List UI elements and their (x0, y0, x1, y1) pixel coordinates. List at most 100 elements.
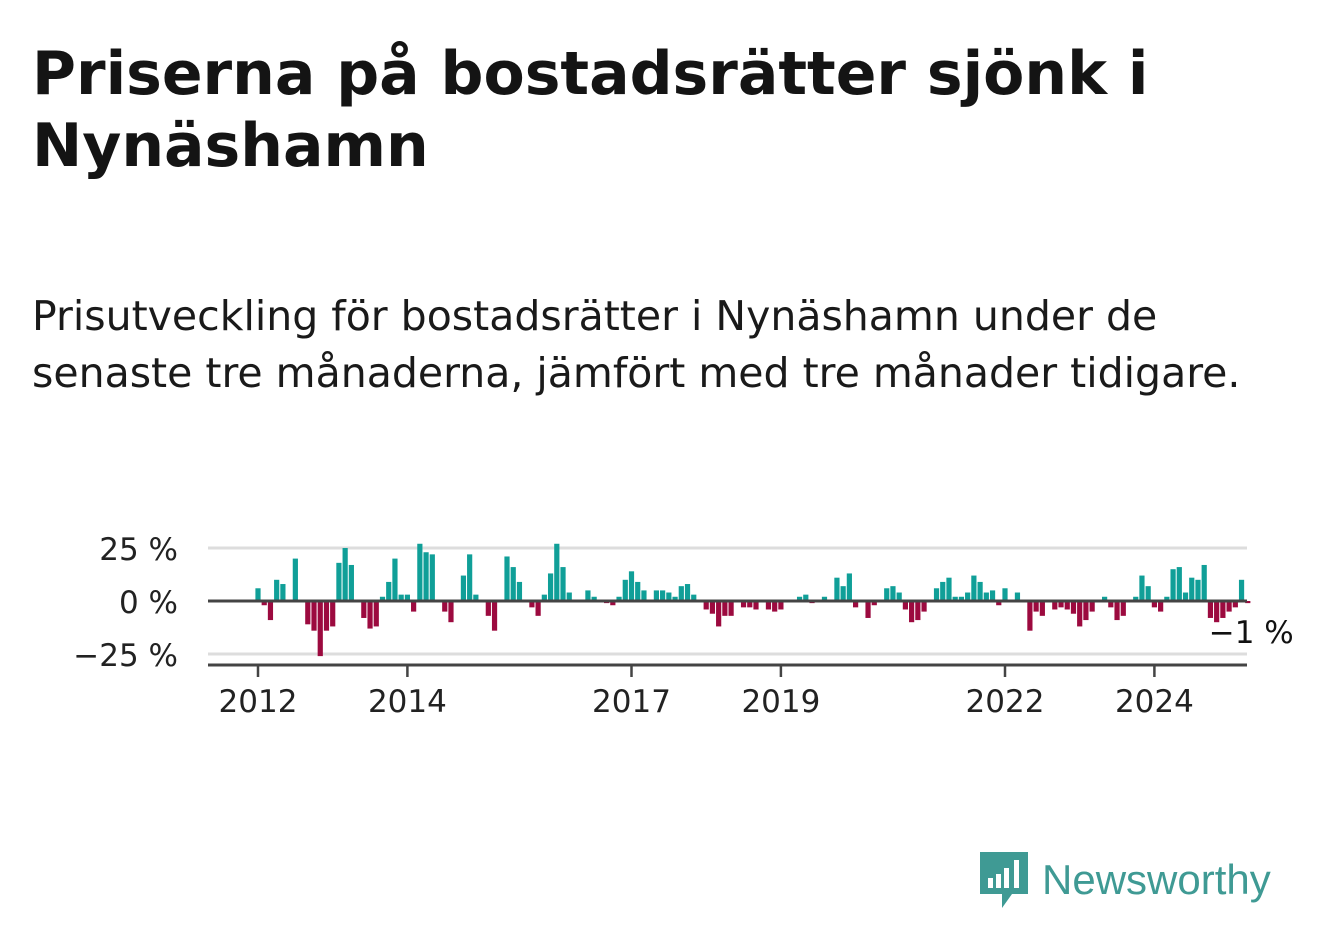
bar (1058, 601, 1064, 608)
bar (591, 596, 597, 601)
axes (208, 599, 1247, 677)
bar (541, 594, 547, 601)
chart-title: Priserna på bostadsrätter sjönk i Nynäsh… (32, 39, 1149, 181)
bar (1027, 601, 1033, 631)
x-tick-label: 2019 (741, 684, 820, 720)
bar (1089, 601, 1095, 612)
tick-labels: 25 % 0 % −25 % 2012 2014 2017 2019 2022 2024 −1 % (73, 532, 1294, 720)
bar (417, 543, 423, 601)
bar (1033, 601, 1039, 612)
bar (672, 596, 678, 601)
bar (821, 596, 828, 601)
brand: Newsworthy (980, 850, 1271, 910)
bar (921, 601, 927, 612)
bar (1207, 601, 1214, 618)
bar (915, 601, 921, 621)
bar (491, 601, 498, 631)
y-tick-label: 0 % (119, 585, 178, 621)
bar (753, 601, 759, 610)
bar (1108, 601, 1114, 608)
bar (678, 586, 684, 601)
bar (1158, 601, 1164, 612)
bar (946, 577, 952, 601)
bar (902, 601, 908, 610)
bar (1133, 596, 1139, 601)
bar (1083, 601, 1089, 621)
bar (1164, 596, 1170, 601)
bar (666, 592, 672, 601)
bar (1002, 588, 1008, 601)
bar (616, 596, 622, 601)
bars (255, 543, 1251, 657)
bar (747, 601, 753, 608)
bar (1145, 586, 1151, 601)
bar (989, 590, 996, 601)
bar (460, 575, 467, 601)
bar (722, 601, 728, 616)
x-tick-label: 2024 (1115, 684, 1194, 720)
bar (566, 592, 572, 601)
bar (952, 596, 958, 601)
bar (641, 590, 647, 601)
bar (423, 552, 429, 601)
bar (361, 601, 367, 618)
bar (311, 601, 317, 631)
bar (610, 601, 616, 606)
bar (765, 601, 772, 610)
bar (996, 601, 1002, 606)
bar (1176, 567, 1182, 601)
bar (510, 567, 516, 601)
bar (728, 601, 734, 616)
bar (840, 586, 846, 601)
bar (485, 601, 491, 616)
bar (504, 556, 510, 601)
bar (516, 581, 523, 601)
newsworthy-logo-icon (980, 852, 1028, 908)
bar (1151, 601, 1157, 608)
bar (448, 601, 454, 623)
bar (267, 601, 274, 621)
bar (411, 601, 417, 612)
bar (1077, 601, 1083, 627)
bar (622, 579, 628, 601)
bar (1245, 601, 1251, 604)
bar (274, 579, 280, 601)
bar (653, 590, 659, 601)
bar (585, 590, 591, 601)
bar (965, 592, 971, 601)
brand-name: Newsworthy (1042, 856, 1271, 903)
bar (442, 601, 448, 612)
bar (1220, 601, 1226, 618)
bar (404, 594, 410, 601)
bar (796, 596, 803, 601)
bar (958, 596, 965, 601)
bar (1070, 601, 1077, 614)
bar (547, 573, 554, 601)
bar (305, 601, 311, 625)
bar (392, 558, 398, 601)
bar (379, 596, 386, 601)
bar (1189, 577, 1195, 601)
bar (1052, 601, 1058, 610)
x-tick-label: 2022 (966, 684, 1045, 720)
bar (1232, 601, 1238, 608)
y-tick-label: −25 % (73, 638, 178, 674)
bar (336, 562, 342, 601)
bar (909, 601, 915, 623)
bar (255, 588, 261, 601)
bar (871, 601, 877, 606)
bar (1195, 579, 1201, 601)
bar (709, 601, 716, 614)
bar (1139, 575, 1145, 601)
bar (554, 543, 560, 601)
bar (846, 573, 852, 601)
bar (467, 554, 473, 601)
bar (398, 594, 404, 601)
value-annotation: −1 % (1209, 615, 1294, 651)
bar (890, 586, 896, 601)
gridlines (208, 546, 1247, 656)
bar (971, 575, 977, 601)
bar-chart: 25 % 0 % −25 % 2012 2014 2017 2019 2022 2024 −1 % (73, 532, 1294, 720)
bar (740, 601, 747, 608)
bar (803, 594, 809, 601)
